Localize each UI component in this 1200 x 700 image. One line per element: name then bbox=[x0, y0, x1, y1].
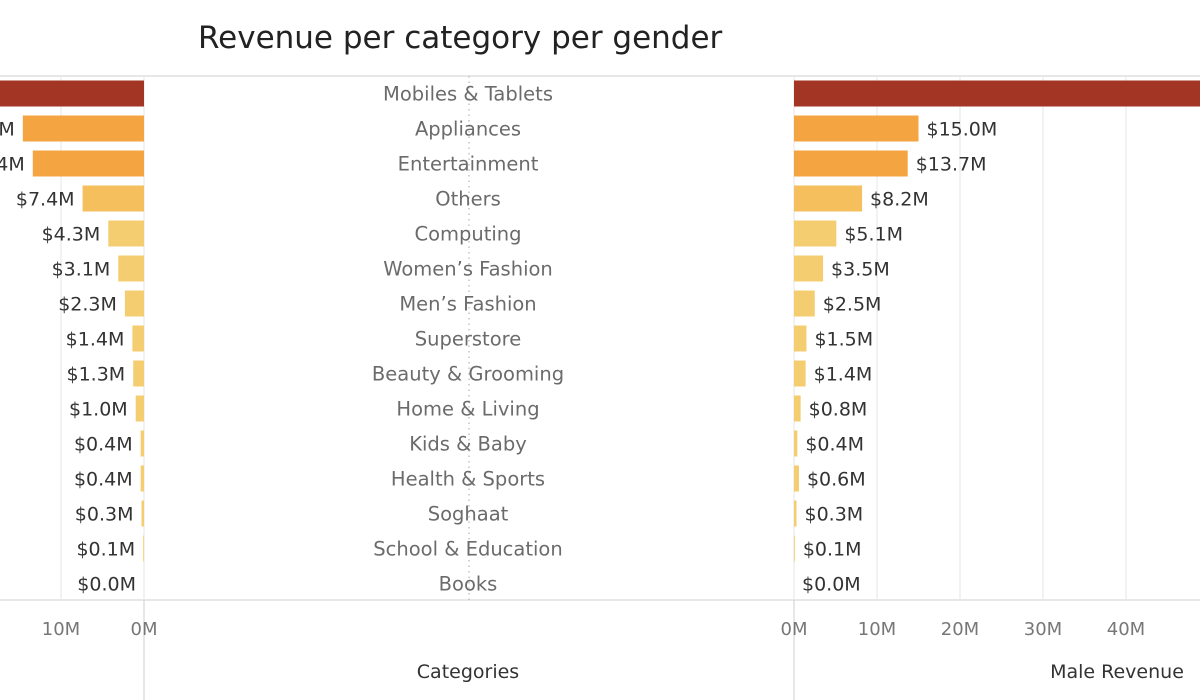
male-axis-ticks: 0M10M20M30M40M5 bbox=[781, 619, 1146, 640]
category-label-6: Men’s Fashion bbox=[399, 293, 536, 316]
male-bar-13 bbox=[794, 535, 795, 562]
male-bar-0 bbox=[794, 80, 1200, 107]
female-axis-ticks: 10M0MM bbox=[42, 619, 158, 640]
category-label-9: Home & Living bbox=[396, 398, 539, 421]
female-value-label-13: $0.1M bbox=[76, 539, 135, 561]
female-value-label-10: $0.4M bbox=[74, 434, 133, 456]
category-label-5: Women’s Fashion bbox=[383, 258, 553, 281]
category-label-13: School & Education bbox=[373, 538, 562, 561]
categories-axis-title: Categories bbox=[417, 661, 519, 683]
category-label-14: Books bbox=[439, 573, 498, 596]
male-bar-10 bbox=[794, 430, 798, 457]
male-bar-2 bbox=[794, 150, 908, 177]
male-bar-8 bbox=[794, 360, 806, 387]
male-value-label-8: $1.4M bbox=[814, 364, 873, 386]
male-bar-7 bbox=[794, 325, 807, 352]
female-bar-0 bbox=[0, 80, 144, 107]
female-bar-9 bbox=[135, 395, 144, 422]
female-tick-1: 0M bbox=[131, 619, 158, 640]
female-bar-10 bbox=[140, 430, 144, 457]
male-bar-9 bbox=[794, 395, 801, 422]
female-bar-6 bbox=[124, 290, 144, 317]
female-bar-12 bbox=[141, 500, 144, 527]
category-label-3: Others bbox=[435, 188, 501, 211]
female-value-label-2: 4M bbox=[0, 154, 25, 176]
chart-frame bbox=[0, 75, 1200, 700]
male-bar-5 bbox=[794, 255, 824, 282]
category-label-4: Computing bbox=[414, 223, 521, 246]
female-bars bbox=[0, 80, 144, 562]
male-tick-4: 40M bbox=[1107, 619, 1145, 640]
category-label-8: Beauty & Grooming bbox=[372, 363, 564, 386]
female-bar-4 bbox=[108, 220, 144, 247]
male-value-labels: $15.0M $13.7M $8.2M $5.1M $3.5M $2.5M $1.5M $1.… bbox=[802, 119, 997, 596]
female-value-label-1: M bbox=[0, 119, 15, 141]
male-tick-1: 10M bbox=[858, 619, 896, 640]
female-bar-3 bbox=[82, 185, 144, 212]
male-value-label-10: $0.4M bbox=[805, 434, 864, 456]
male-value-label-1: $15.0M bbox=[927, 119, 998, 141]
male-bars bbox=[794, 80, 1200, 562]
female-bar-8 bbox=[133, 360, 144, 387]
male-value-label-5: $3.5M bbox=[831, 259, 890, 281]
female-value-label-6: $2.3M bbox=[58, 294, 117, 316]
chart-title: Revenue per category per gender bbox=[198, 20, 723, 56]
category-label-10: Kids & Baby bbox=[409, 433, 527, 456]
female-value-labels: M 4M $7.4M $4.3M $3.1M $2.3M $1.4M $1.3M $1.0M $0… bbox=[0, 119, 136, 596]
male-value-label-3: $8.2M bbox=[870, 189, 929, 211]
female-bar-11 bbox=[140, 465, 144, 492]
male-tick-0: 0M bbox=[781, 619, 808, 640]
male-value-label-11: $0.6M bbox=[807, 469, 866, 491]
male-bar-12 bbox=[794, 500, 797, 527]
male-value-label-9: $0.8M bbox=[809, 399, 868, 421]
male-bar-6 bbox=[794, 290, 815, 317]
male-value-label-12: $0.3M bbox=[804, 504, 863, 526]
male-value-label-2: $13.7M bbox=[916, 154, 987, 176]
female-value-label-8: $1.3M bbox=[67, 364, 126, 386]
male-axis-title: Male Revenue bbox=[1050, 661, 1184, 683]
female-value-label-4: $4.3M bbox=[42, 224, 101, 246]
male-tick-3: 30M bbox=[1024, 619, 1062, 640]
female-bar-5 bbox=[118, 255, 144, 282]
category-label-11: Health & Sports bbox=[391, 468, 545, 491]
male-value-label-14: $0.0M bbox=[802, 574, 861, 596]
category-label-12: Soghaat bbox=[428, 503, 509, 526]
category-labels: Mobiles & Tablets Appliances Entertainment… bbox=[372, 83, 564, 596]
category-label-7: Superstore bbox=[415, 328, 521, 351]
male-bar-11 bbox=[794, 465, 799, 492]
male-tick-2: 20M bbox=[941, 619, 979, 640]
female-value-label-9: $1.0M bbox=[69, 399, 128, 421]
category-label-1: Appliances bbox=[415, 118, 521, 141]
female-value-label-3: $7.4M bbox=[16, 189, 75, 211]
female-value-label-14: $0.0M bbox=[77, 574, 136, 596]
female-value-label-7: $1.4M bbox=[66, 329, 125, 351]
female-value-label-5: $3.1M bbox=[52, 259, 111, 281]
female-bar-13 bbox=[143, 535, 144, 562]
category-label-0: Mobiles & Tablets bbox=[383, 83, 553, 106]
female-value-label-12: $0.3M bbox=[75, 504, 134, 526]
male-value-label-13: $0.1M bbox=[803, 539, 862, 561]
female-bar-1 bbox=[22, 115, 144, 142]
male-value-label-4: $5.1M bbox=[844, 224, 903, 246]
female-bar-2 bbox=[32, 150, 144, 177]
male-bar-3 bbox=[794, 185, 863, 212]
male-bar-1 bbox=[794, 115, 919, 142]
female-value-label-11: $0.4M bbox=[74, 469, 133, 491]
female-tick-0: 10M bbox=[42, 619, 80, 640]
male-value-label-7: $1.5M bbox=[814, 329, 873, 351]
category-label-2: Entertainment bbox=[398, 153, 539, 176]
male-bar-4 bbox=[794, 220, 837, 247]
male-value-label-6: $2.5M bbox=[823, 294, 882, 316]
female-bar-7 bbox=[132, 325, 144, 352]
